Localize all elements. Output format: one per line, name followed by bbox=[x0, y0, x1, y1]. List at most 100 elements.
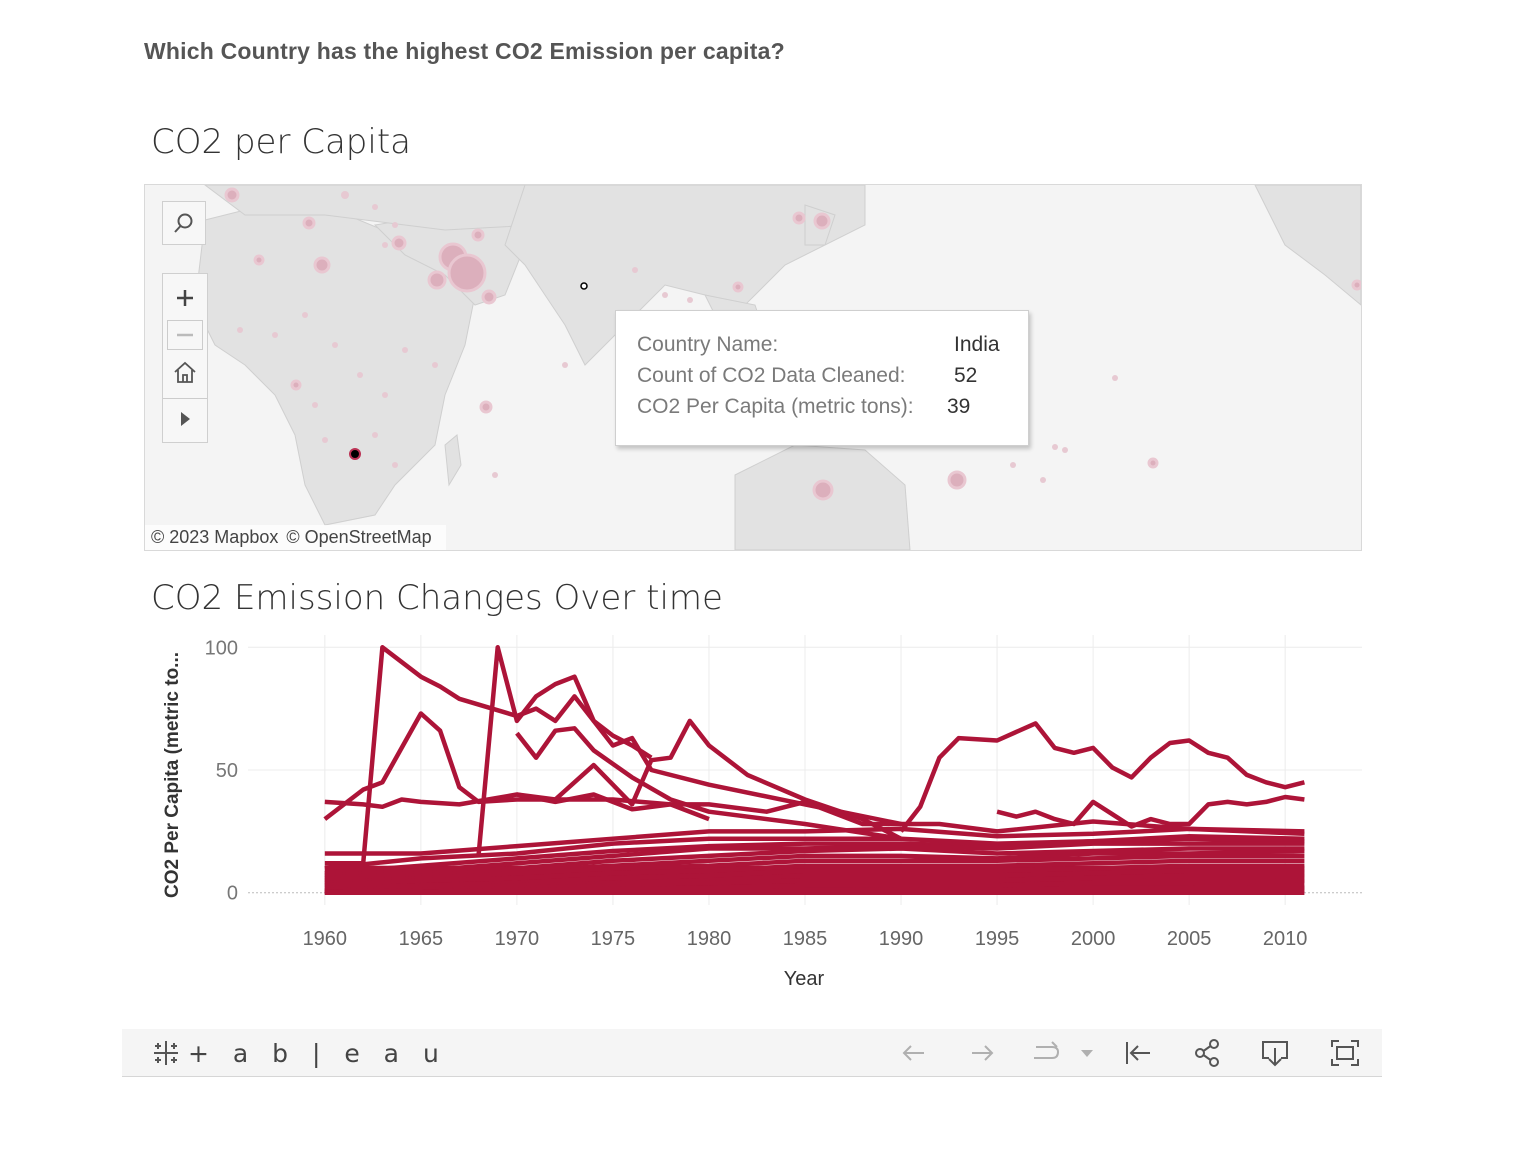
map-bubble bbox=[402, 347, 408, 353]
search-icon bbox=[174, 213, 193, 233]
x-tick-label: 2000 bbox=[1071, 928, 1116, 950]
map-bubble bbox=[392, 222, 398, 228]
map-bubbles bbox=[224, 187, 1361, 501]
tableau-logo: + a b | e a u bbox=[150, 1037, 447, 1069]
series-line bbox=[324, 848, 1305, 883]
map-bubble bbox=[1052, 444, 1058, 450]
map-bubble bbox=[732, 281, 744, 293]
tableau-toolbar: + a b | e a u bbox=[122, 1029, 1382, 1077]
map-bubble bbox=[1010, 462, 1016, 468]
x-tick-label: 1985 bbox=[783, 928, 828, 950]
redo-icon[interactable] bbox=[968, 1038, 998, 1068]
play-button[interactable] bbox=[163, 398, 207, 438]
reset-icon[interactable] bbox=[1122, 1038, 1152, 1068]
series-line bbox=[323, 711, 903, 841]
map-bubble bbox=[392, 462, 398, 468]
map-bubble bbox=[253, 254, 265, 266]
selected-mark bbox=[349, 448, 361, 460]
series-line bbox=[324, 858, 1305, 888]
x-axis-label: Year bbox=[784, 968, 825, 990]
tooltip-label: Count of CO2 Data Cleaned: bbox=[637, 364, 906, 387]
fullscreen-icon[interactable] bbox=[1330, 1038, 1360, 1068]
map-bubble bbox=[391, 235, 407, 251]
map-tools bbox=[162, 201, 208, 443]
map-bubble bbox=[562, 362, 568, 368]
map-bubble bbox=[312, 402, 318, 408]
map-bubble bbox=[1062, 447, 1068, 453]
map-bubble bbox=[432, 362, 438, 368]
x-tick-label: 2010 bbox=[1263, 928, 1308, 950]
x-tick-label: 1995 bbox=[975, 928, 1020, 950]
x-tick-label: 1970 bbox=[495, 928, 540, 950]
tooltip-row-co2: CO2 Per Capita (metric tons): 39 bbox=[637, 395, 1028, 426]
tooltip-value: India bbox=[954, 333, 1000, 356]
map-bubble bbox=[481, 289, 497, 305]
y-axis-label: CO2 Per Capita (metric to... bbox=[162, 652, 183, 898]
map-title: CO2 per Capita bbox=[151, 122, 411, 162]
tooltip-row-country: Country Name: India bbox=[637, 333, 1028, 364]
zoom-out-button[interactable] bbox=[167, 320, 203, 350]
x-tick-label: 1960 bbox=[303, 928, 348, 950]
zoom-in-icon bbox=[177, 290, 193, 306]
series-line bbox=[899, 721, 1305, 833]
selected-india-mark bbox=[580, 282, 588, 290]
map-search-button[interactable] bbox=[162, 201, 206, 245]
y-tick-label: 50 bbox=[216, 760, 238, 782]
series-line bbox=[324, 841, 1305, 878]
map-bubble bbox=[492, 472, 498, 478]
map-bubble bbox=[302, 312, 308, 318]
map-bubble bbox=[357, 372, 363, 378]
line-chart[interactable]: 0 50 100 1960 1965 1970 1975 1980 1985 1990 1995 20… bbox=[150, 630, 1380, 1010]
map-bubble bbox=[372, 432, 378, 438]
tooltip-label: Country Name: bbox=[637, 333, 779, 356]
osm-attribution[interactable]: © OpenStreetMap bbox=[286, 527, 432, 547]
download-icon[interactable] bbox=[1260, 1038, 1290, 1068]
series-line bbox=[515, 726, 902, 841]
series-line bbox=[324, 853, 1305, 886]
x-tick-label: 2005 bbox=[1167, 928, 1212, 950]
map-bubble bbox=[471, 228, 485, 242]
map-bubble bbox=[813, 212, 831, 230]
undo-icon[interactable] bbox=[898, 1038, 928, 1068]
y-tick-label: 100 bbox=[205, 637, 238, 659]
zoom-controls bbox=[162, 273, 208, 443]
series-line bbox=[996, 794, 1305, 829]
map-bubble bbox=[272, 332, 278, 338]
home-button[interactable] bbox=[163, 352, 207, 392]
map-view[interactable]: Country Name: India Count of CO2 Data Cl… bbox=[144, 184, 1362, 551]
series-line bbox=[324, 868, 1305, 893]
series-line bbox=[476, 645, 653, 857]
map-basemap[interactable] bbox=[145, 185, 1361, 550]
map-bubble bbox=[1112, 375, 1118, 381]
map-tooltip: Country Name: India Count of CO2 Data Cl… bbox=[615, 310, 1029, 446]
north-america-landmass bbox=[1254, 185, 1361, 306]
mapbox-attribution[interactable]: © 2023 Mapbox bbox=[151, 527, 279, 547]
map-bubble bbox=[382, 392, 388, 398]
map-bubble bbox=[792, 211, 806, 225]
zoom-in-button[interactable] bbox=[163, 278, 207, 318]
series-line bbox=[324, 846, 1305, 881]
map-bubble bbox=[313, 256, 331, 274]
map-bubble bbox=[479, 400, 493, 414]
tooltip-value: 39 bbox=[947, 395, 971, 418]
zoom-out-icon bbox=[177, 333, 193, 337]
x-tick-label: 1990 bbox=[879, 928, 924, 950]
share-icon[interactable] bbox=[1192, 1038, 1222, 1068]
small-map-bubbles bbox=[237, 191, 1118, 483]
map-bubble bbox=[687, 297, 693, 303]
map-bubble bbox=[812, 479, 834, 501]
map-bubble bbox=[662, 292, 668, 298]
series-line bbox=[324, 792, 1305, 837]
map-bubble bbox=[632, 267, 638, 273]
map-bubble bbox=[332, 342, 338, 348]
map-bubble bbox=[237, 327, 243, 333]
dropdown-icon[interactable] bbox=[1076, 1038, 1098, 1068]
revert-icon[interactable] bbox=[1030, 1038, 1060, 1068]
map-attribution: © 2023 Mapbox © OpenStreetMap bbox=[145, 525, 446, 550]
tooltip-label: CO2 Per Capita (metric tons): bbox=[637, 395, 914, 418]
map-bubble bbox=[382, 242, 388, 248]
map-bubble bbox=[341, 191, 349, 199]
home-icon bbox=[174, 361, 196, 383]
y-tick-label: 0 bbox=[227, 883, 238, 905]
map-bubble bbox=[322, 437, 328, 443]
